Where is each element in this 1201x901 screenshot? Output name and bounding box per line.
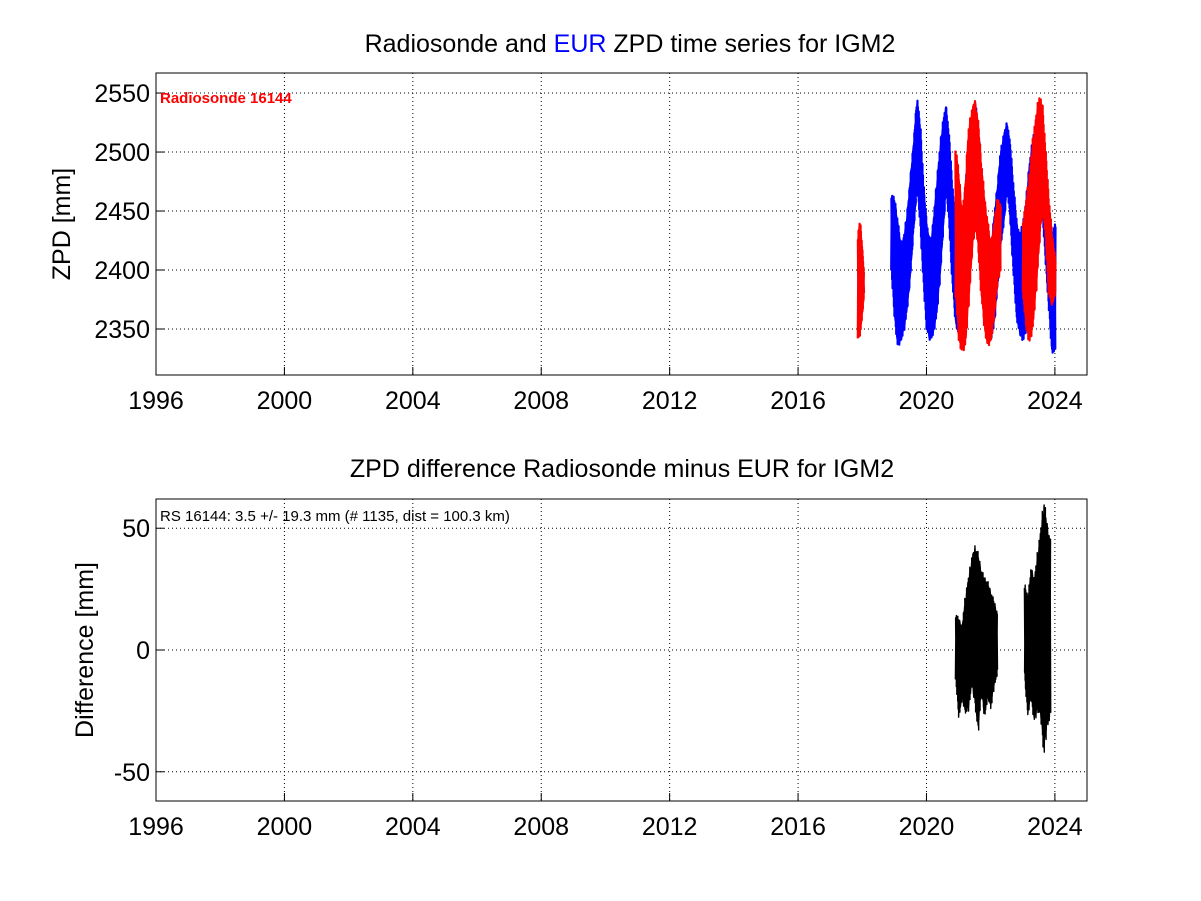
top-x-tick-label: 2016 (770, 387, 826, 415)
bottom-y-tick-label: 50 (122, 515, 150, 543)
top-tick-labels: 1996 2000 2004 2008 2012 2016 2020 2024 2350 2400… (94, 80, 1082, 415)
top-y-tick-label: 2550 (94, 80, 150, 108)
bottom-series-group (954, 504, 1052, 753)
bottom-y-tick-label: 0 (136, 637, 150, 665)
bottom-tick-labels: 1996 2000 2004 2008 2012 2016 2020 2024 -50 0 50 (114, 515, 1083, 841)
bottom-x-tick-label: 1996 (128, 813, 184, 841)
top-series-radiosonde (856, 97, 1057, 352)
bottom-axes-box (155, 498, 1088, 802)
bottom-annotation-stats: RS 16144: 3.5 +/- 19.3 mm (# 1135, dist … (160, 508, 510, 525)
top-y-tick-label: 2350 (94, 316, 150, 344)
zpd-time-series-panel: Radiosonde and EUR ZPD time series for I… (48, 30, 1088, 415)
bottom-x-tick-label: 2024 (1027, 813, 1083, 841)
top-x-tick-label: 2000 (257, 387, 313, 415)
top-x-tick-label: 2024 (1027, 387, 1083, 415)
top-y-axis-label: ZPD [mm] (48, 168, 76, 281)
bottom-series-difference (954, 504, 1052, 753)
top-y-tick-label: 2400 (94, 257, 150, 285)
top-x-tick-label: 2004 (385, 387, 441, 415)
zpd-difference-panel: ZPD difference Radiosonde minus EUR for … (71, 455, 1088, 841)
bottom-x-tick-label: 2000 (257, 813, 313, 841)
bottom-x-tick-label: 2004 (385, 813, 441, 841)
top-annotation-radiosonde: Radiosonde 16144 (160, 90, 292, 107)
bottom-x-tick-label: 2012 (642, 813, 698, 841)
top-title-suffix: ZPD time series for IGM2 (606, 30, 895, 58)
bottom-x-tick-label: 2020 (899, 813, 955, 841)
top-series-line-radiosonde (856, 97, 1057, 352)
top-axes-box (155, 72, 1088, 376)
bottom-series-line-difference (954, 504, 1052, 753)
bottom-x-tick-label: 2008 (513, 813, 569, 841)
top-chart-title: Radiosonde and EUR ZPD time series for I… (365, 30, 896, 58)
top-y-tick-label: 2450 (94, 198, 150, 226)
top-title-highlight: EUR (554, 30, 607, 58)
bottom-y-tick-label: -50 (114, 759, 150, 787)
top-x-tick-label: 2008 (513, 387, 569, 415)
bottom-chart-title: ZPD difference Radiosonde minus EUR for … (350, 455, 894, 483)
bottom-y-axis-label: Difference [mm] (71, 562, 99, 738)
top-series-group (856, 97, 1057, 354)
top-x-tick-label: 2020 (899, 387, 955, 415)
top-x-tick-label: 1996 (128, 387, 184, 415)
top-title-prefix: Radiosonde and (365, 30, 554, 58)
bottom-grid-lines (156, 499, 1087, 801)
bottom-x-tick-label: 2016 (770, 813, 826, 841)
top-x-tick-label: 2012 (642, 387, 698, 415)
top-y-tick-label: 2500 (94, 139, 150, 167)
